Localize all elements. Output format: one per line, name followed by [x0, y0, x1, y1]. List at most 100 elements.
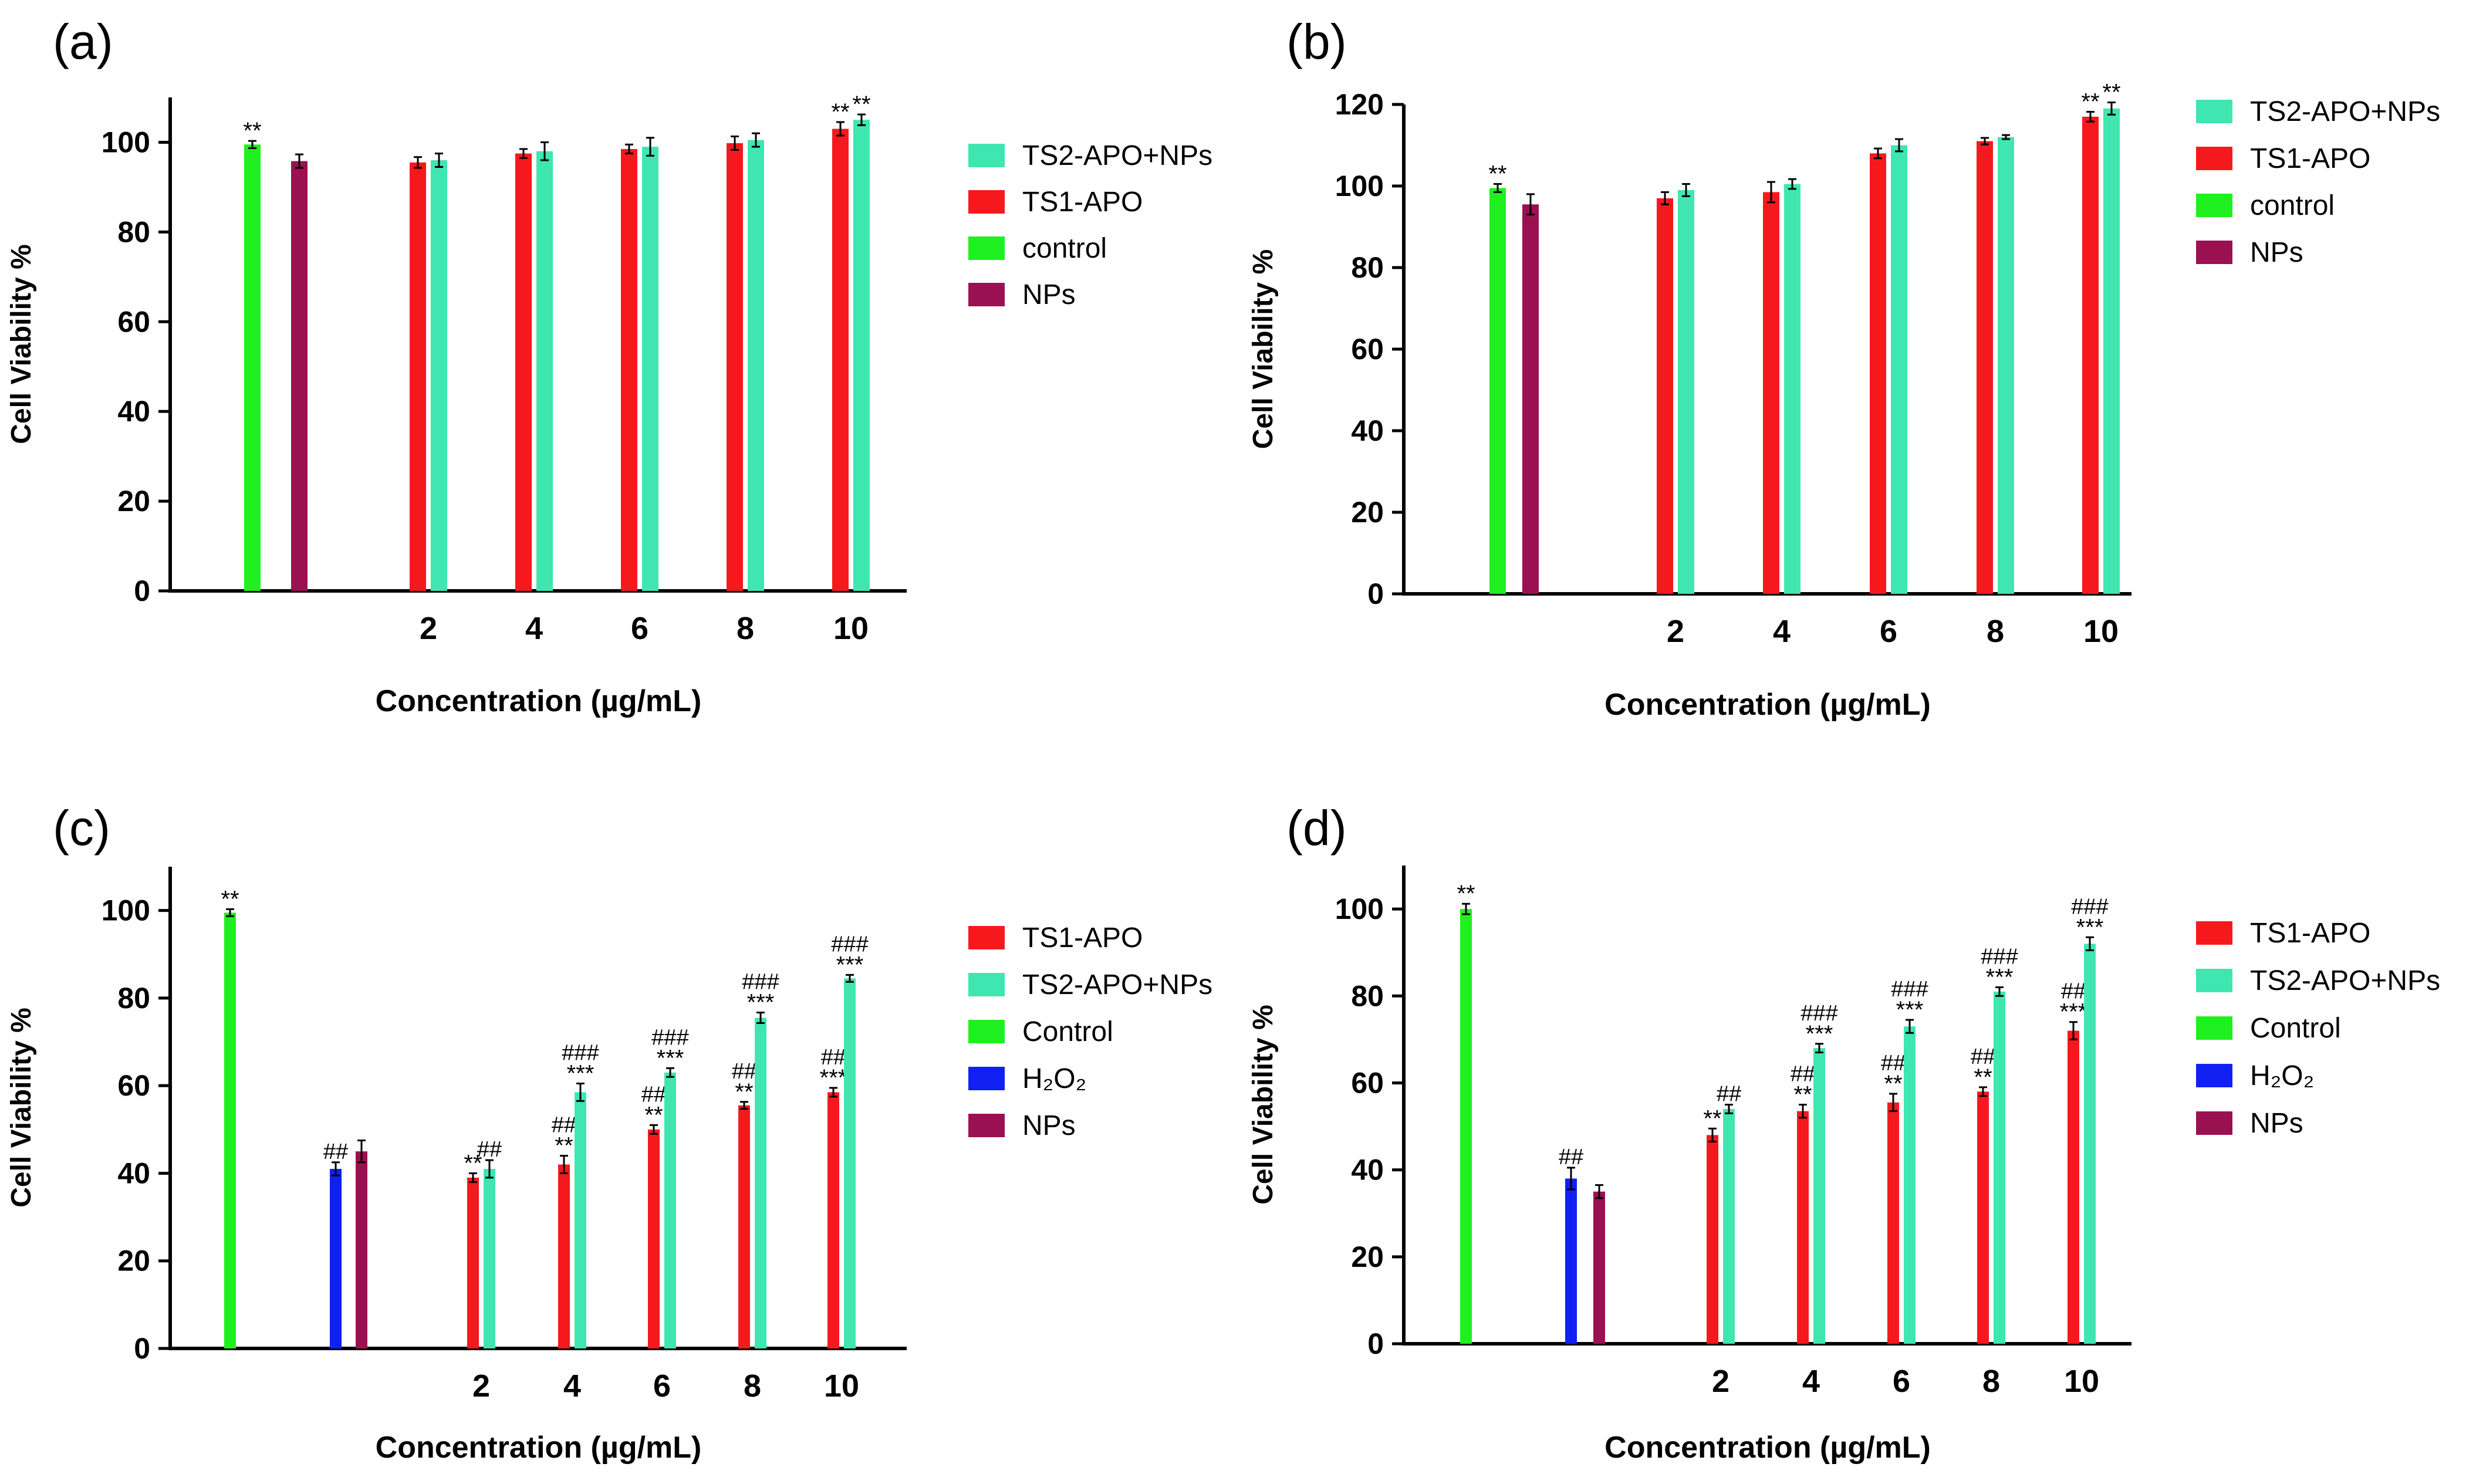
legend-label: Control — [2250, 1013, 2341, 1044]
significance-label: *** — [820, 1065, 847, 1091]
bar-ts1-apo — [621, 148, 637, 591]
bar-ts2-apo-nps — [1723, 1108, 1735, 1344]
legend-label: TS2-APO+NPs — [1022, 140, 1212, 171]
legend-swatch — [2196, 1111, 2232, 1135]
y-tick-label: 20 — [117, 485, 150, 518]
bar-ts1-apo — [738, 1105, 750, 1348]
x-tick-label: 2 — [1667, 614, 1684, 649]
legend-swatch — [968, 926, 1005, 949]
bar-ts2-apo-nps — [844, 978, 856, 1348]
hash-label: ### — [742, 970, 779, 995]
legend-swatch — [968, 1020, 1005, 1043]
legend-swatch — [2196, 100, 2232, 123]
x-tick-label: 4 — [563, 1368, 581, 1404]
legend-swatch — [2196, 194, 2232, 217]
panel-label: (b) — [1286, 14, 1347, 69]
significance-label: *** — [1986, 964, 2014, 990]
legend-label: TS1-APO — [1022, 187, 1143, 218]
bar-ts1-apo — [1797, 1111, 1809, 1344]
y-tick-label: 0 — [1367, 1327, 1384, 1360]
bar-ts1-apo — [2082, 116, 2099, 594]
bar-control — [224, 912, 236, 1348]
y-tick-label: 60 — [117, 305, 150, 338]
y-tick-label: 60 — [117, 1069, 150, 1102]
bar-ts1-apo — [827, 1092, 839, 1348]
x-tick-label: 2 — [1712, 1364, 1729, 1399]
significance-label: *** — [567, 1060, 594, 1086]
bar-ts1-apo — [467, 1177, 479, 1348]
legend-swatch — [2196, 1064, 2232, 1087]
legend-swatch — [968, 1114, 1005, 1137]
legend-label: H₂O₂ — [2250, 1060, 2314, 1091]
legend-swatch — [2196, 969, 2232, 992]
y-axis-label: Cell Viability % — [1248, 1005, 1279, 1205]
significance-label: ** — [831, 99, 849, 125]
x-tick-label: 6 — [653, 1368, 671, 1404]
hash-label: ## — [1971, 1044, 1995, 1069]
significance-label: *** — [657, 1045, 684, 1071]
x-tick-label: 2 — [472, 1368, 490, 1404]
hash-label: ## — [2061, 979, 2086, 1004]
y-axis-label: Cell Viability % — [6, 244, 37, 444]
legend-swatch — [2196, 1016, 2232, 1040]
bar-ts1-apo — [1763, 192, 1779, 594]
hash-label: ## — [323, 1140, 348, 1164]
y-tick-label: 100 — [1335, 170, 1384, 202]
significance-label: ** — [1793, 1082, 1812, 1108]
x-axis-label: Concentration (µg/mL) — [1604, 1431, 1931, 1465]
significance-label: ** — [735, 1079, 753, 1105]
x-tick-label: 4 — [1802, 1364, 1820, 1399]
bar-ts2-apo-nps — [853, 120, 870, 591]
x-tick-label: 8 — [744, 1368, 761, 1404]
y-tick-label: 80 — [117, 215, 150, 248]
bar-ts2-apo-nps — [664, 1072, 676, 1348]
panel-label: (a) — [53, 14, 113, 69]
panel-b: (b) 0 20 40 60 80 100 120 Cell Viability % Concen… — [1248, 14, 2440, 722]
legend-label: NPs — [2250, 237, 2303, 268]
y-tick-label: 20 — [1351, 496, 1384, 529]
hash-label: ## — [1717, 1082, 1741, 1107]
bar-ts2-apo-nps — [536, 151, 553, 591]
legend-swatch — [2196, 241, 2232, 264]
y-tick-label: 0 — [134, 574, 150, 607]
legend-swatch — [2196, 147, 2232, 170]
significance-label: *** — [747, 990, 775, 1016]
hash-label: ### — [651, 1025, 688, 1050]
significance-label: ** — [2102, 80, 2120, 106]
x-tick-label: 10 — [833, 611, 869, 646]
hash-label: ## — [1559, 1145, 1583, 1169]
bar-ts1-apo — [515, 153, 532, 591]
x-tick-label: 6 — [631, 611, 648, 646]
significance-label: *** — [836, 952, 864, 978]
legend-label: control — [1022, 233, 1107, 264]
y-tick-label: 40 — [1351, 414, 1384, 447]
significance-label: *** — [2060, 999, 2087, 1025]
significance-label: ** — [243, 118, 261, 144]
significance-label: *** — [1896, 997, 1924, 1023]
bar-ts1-apo — [1657, 198, 1673, 594]
y-tick-label: 40 — [117, 395, 150, 428]
bar-nps — [1522, 204, 1539, 594]
hash-label: ### — [2071, 894, 2108, 919]
bar-ts1-apo — [832, 129, 849, 591]
significance-label: ** — [221, 886, 239, 912]
x-tick-label: 10 — [2064, 1364, 2099, 1399]
bar-control — [244, 144, 261, 591]
bar-ts1-apo — [1887, 1102, 1899, 1344]
legend-label: NPs — [1022, 1110, 1076, 1141]
bar-nps — [356, 1151, 367, 1348]
significance-label: ** — [644, 1102, 663, 1128]
bar-ts2-apo-nps — [1998, 137, 2014, 594]
y-tick-label: 20 — [117, 1245, 150, 1277]
x-tick-label: 10 — [824, 1368, 859, 1404]
bar-ts1-apo — [1870, 153, 1886, 594]
y-tick-label: 40 — [1351, 1154, 1384, 1186]
legend-swatch — [968, 973, 1005, 996]
bar-h2o2 — [330, 1168, 342, 1348]
hash-label: ### — [1800, 1001, 1837, 1026]
legend-label: NPs — [1022, 279, 1076, 310]
bar-ts1-apo — [648, 1129, 660, 1348]
legend-label: Control — [1022, 1016, 1113, 1047]
bar-ts2-apo-nps — [2103, 108, 2120, 594]
